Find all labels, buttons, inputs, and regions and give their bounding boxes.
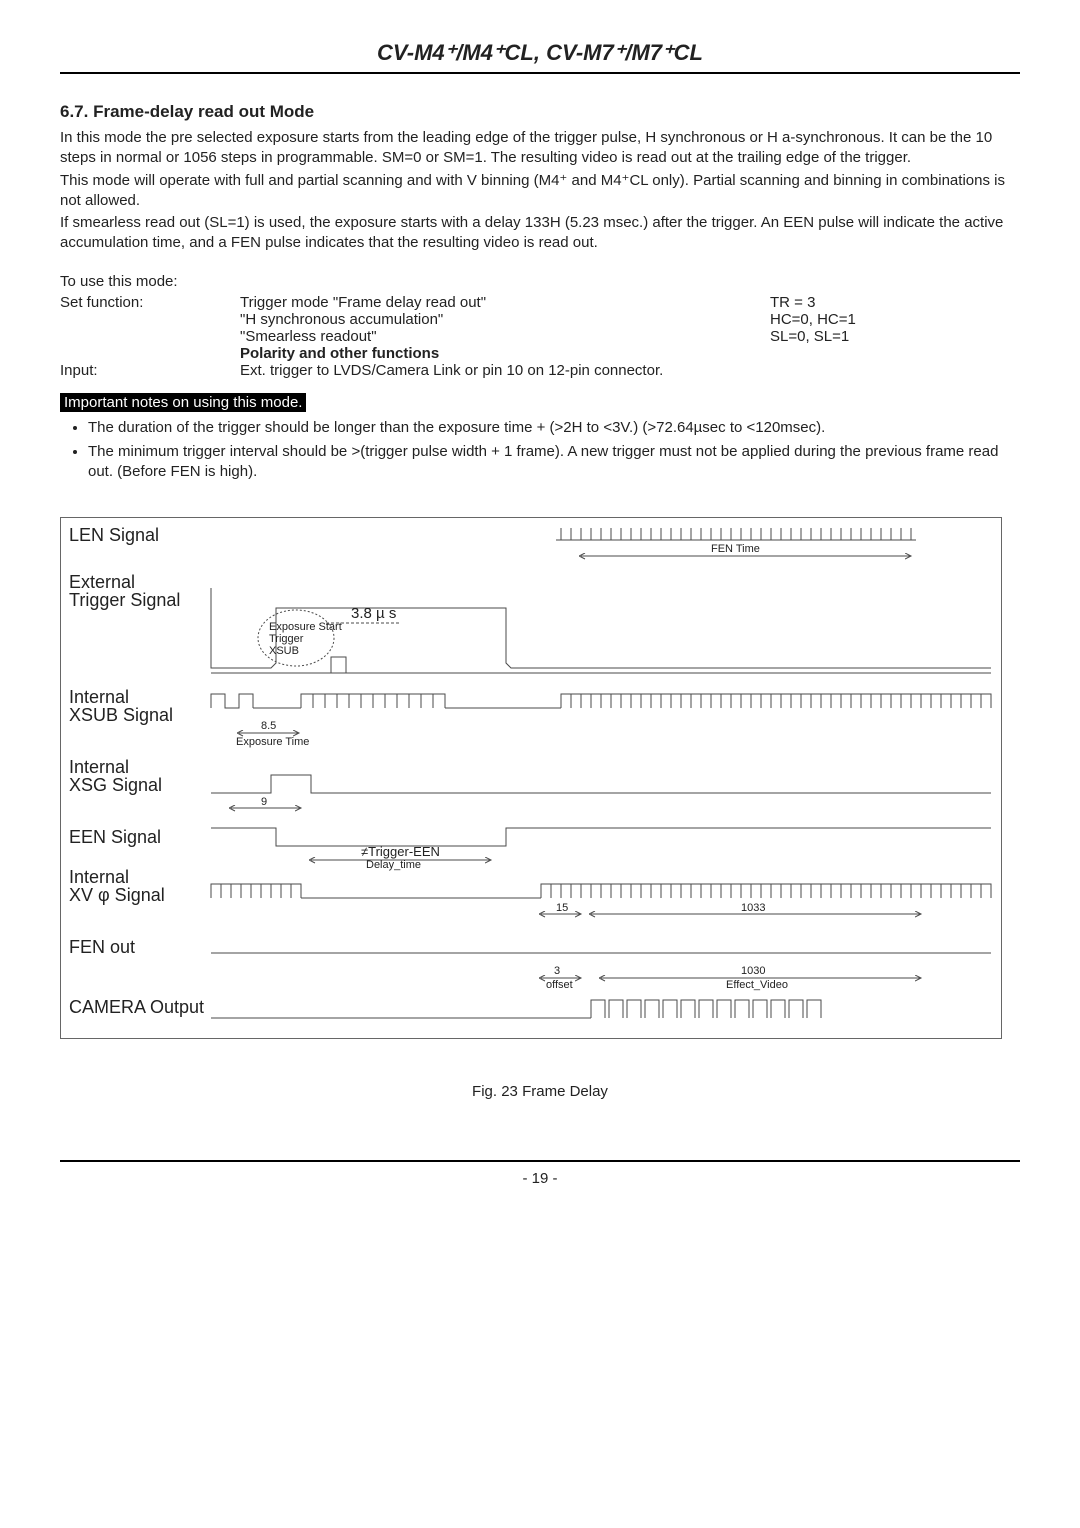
svg-text:≠Trigger-EEN: ≠Trigger-EEN — [361, 844, 440, 859]
para-2a: This mode will operate with full and par… — [60, 171, 1020, 212]
input-label: Input: — [60, 362, 240, 379]
figure-caption: Fig. 23 Frame Delay — [60, 1083, 1020, 1100]
svg-text:Exposure Start: Exposure Start — [269, 621, 342, 633]
use-mode-block: To use this mode: Set function: Trigger … — [60, 272, 1020, 379]
svg-text:Effect_Video: Effect_Video — [726, 979, 788, 991]
timing-diagram: LEN Signal External Trigger Signal Inter… — [60, 517, 1002, 1039]
polarity-label: Polarity and other functions — [240, 345, 770, 362]
note-1: The minimum trigger interval should be >… — [88, 442, 1020, 483]
input-text: Ext. trigger to LVDS/Camera Link or pin … — [240, 362, 920, 379]
svg-text:1030: 1030 — [741, 965, 765, 977]
set-function-label: Set function: — [60, 294, 240, 311]
para-2b: If smearless read out (SL=1) is used, th… — [60, 213, 1020, 254]
func-row-2-desc: "Smearless readout" — [240, 328, 770, 345]
svg-text:Delay_time: Delay_time — [366, 859, 421, 871]
func-row-2-val: SL=0, SL=1 — [770, 328, 920, 345]
notes-list: The duration of the trigger should be lo… — [88, 418, 1020, 483]
svg-text:3: 3 — [554, 965, 560, 977]
func-row-0-val: TR = 3 — [770, 294, 920, 311]
page-header: CV-M4⁺/M4⁺CL, CV-M7⁺/M7⁺CL — [60, 40, 1020, 74]
func-row-1-val: HC=0, HC=1 — [770, 311, 920, 328]
use-mode-label: To use this mode: — [60, 272, 1020, 292]
svg-text:XSUB: XSUB — [269, 645, 299, 657]
para-1: In this mode the pre selected exposure s… — [60, 128, 1020, 169]
intro-block: In this mode the pre selected exposure s… — [60, 128, 1020, 254]
svg-text:3.8 µ s: 3.8 µ s — [351, 605, 396, 622]
func-row-1-desc: "H synchronous accumulation" — [240, 311, 770, 328]
svg-text:15: 15 — [556, 902, 568, 914]
svg-text:FEN Time: FEN Time — [711, 543, 760, 555]
page-footer: - 19 - — [60, 1160, 1020, 1187]
note-0: The duration of the trigger should be lo… — [88, 418, 1020, 438]
svg-text:9: 9 — [261, 796, 267, 808]
section-title: 6.7. Frame-delay read out Mode — [60, 102, 1020, 122]
svg-text:offset: offset — [546, 979, 573, 991]
diagram-svg: FEN Time 3.8 µ s Exposure Start Trigger … — [61, 518, 1001, 1038]
svg-text:Trigger: Trigger — [269, 633, 304, 645]
svg-text:8.5: 8.5 — [261, 720, 276, 732]
function-table: Set function: Trigger mode "Frame delay … — [60, 294, 920, 379]
svg-text:Exposure Time: Exposure Time — [236, 736, 309, 748]
notes-title: Important notes on using this mode. — [60, 393, 306, 412]
svg-text:1033: 1033 — [741, 902, 765, 914]
func-row-0-desc: Trigger mode "Frame delay read out" — [240, 294, 770, 311]
